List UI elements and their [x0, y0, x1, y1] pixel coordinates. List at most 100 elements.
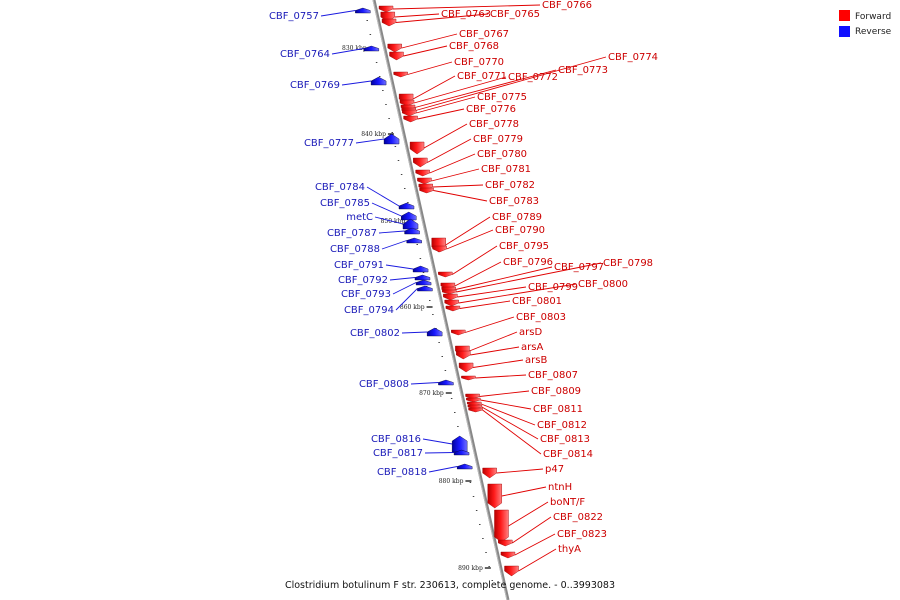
reverse-gene-feature[interactable] [383, 133, 400, 145]
reverse-gene-feature[interactable] [398, 202, 415, 210]
forward-gene-feature[interactable] [393, 71, 408, 78]
forward-gene-label[interactable]: CBF_0789 [492, 212, 542, 223]
reverse-gene-feature[interactable] [401, 211, 417, 221]
forward-gene-label[interactable]: CBF_0775 [477, 92, 527, 103]
reverse-gene-feature[interactable] [451, 435, 468, 453]
forward-gene-feature[interactable] [482, 467, 497, 479]
reverse-gene-feature[interactable] [404, 227, 420, 235]
forward-gene-label[interactable]: CBF_0797 [554, 262, 604, 273]
reverse-gene-label[interactable]: CBF_0787 [327, 228, 377, 239]
reverse-gene-label[interactable]: CBF_0816 [371, 434, 421, 445]
forward-gene-label[interactable]: CBF_0822 [553, 512, 603, 523]
forward-gene-label[interactable]: p47 [545, 464, 564, 475]
reverse-gene-label[interactable]: CBF_0791 [334, 260, 384, 271]
forward-gene-label[interactable]: CBF_0773 [558, 65, 608, 76]
forward-gene-feature[interactable] [403, 115, 418, 123]
forward-gene-feature[interactable] [451, 329, 466, 336]
forward-gene-feature[interactable] [468, 407, 483, 413]
reverse-gene-label[interactable]: CBF_0802 [350, 328, 400, 339]
forward-gene-label[interactable]: CBF_0798 [603, 258, 653, 269]
reverse-gene-label[interactable]: CBF_0794 [344, 305, 394, 316]
forward-gene-label[interactable]: CBF_0782 [485, 180, 535, 191]
forward-gene-feature[interactable] [487, 483, 502, 509]
reverse-gene-label[interactable]: CBF_0769 [290, 80, 340, 91]
forward-gene-feature[interactable] [389, 51, 404, 61]
reverse-gene-feature[interactable] [453, 449, 470, 456]
forward-gene-label[interactable]: CBF_0768 [449, 41, 499, 52]
reverse-gene-feature[interactable] [406, 237, 422, 244]
reverse-gene-feature[interactable] [415, 279, 432, 286]
reverse-gene-label[interactable]: CBF_0793 [341, 289, 391, 300]
forward-gene-label[interactable]: arsA [521, 342, 543, 353]
forward-gene-feature[interactable] [413, 157, 428, 168]
forward-gene-label[interactable]: CBF_0807 [528, 370, 578, 381]
forward-gene-label[interactable]: thyA [558, 544, 581, 555]
forward-gene-feature[interactable] [443, 293, 458, 301]
forward-gene-label[interactable]: CBF_0779 [473, 134, 523, 145]
forward-gene-feature[interactable] [500, 551, 516, 559]
reverse-gene-feature[interactable] [363, 45, 380, 52]
forward-gene-feature[interactable] [432, 245, 447, 253]
forward-gene-label[interactable]: CBF_0811 [533, 404, 583, 415]
forward-gene-feature[interactable] [461, 375, 476, 381]
reverse-gene-label[interactable]: CBF_0808 [359, 379, 409, 390]
forward-gene-feature[interactable] [381, 18, 397, 27]
forward-gene-label[interactable]: CBF_0814 [543, 449, 593, 460]
forward-gene-label[interactable]: CBF_0823 [557, 529, 607, 540]
forward-gene-label[interactable]: CBF_0801 [512, 296, 562, 307]
forward-gene-feature[interactable] [402, 109, 417, 117]
reverse-gene-label[interactable]: metC [346, 212, 373, 223]
forward-gene-label[interactable]: CBF_0772 [508, 72, 558, 83]
forward-gene-feature[interactable] [417, 177, 432, 185]
forward-gene-feature[interactable] [458, 362, 474, 373]
forward-gene-label[interactable]: CBF_0778 [469, 119, 519, 130]
forward-gene-label[interactable]: CBF_0800 [578, 279, 628, 290]
reverse-gene-label[interactable]: CBF_0757 [269, 11, 319, 22]
forward-gene-feature[interactable] [504, 565, 519, 577]
forward-gene-label[interactable]: CBF_0809 [531, 386, 581, 397]
forward-gene-feature[interactable] [387, 43, 402, 53]
forward-gene-label[interactable]: CBF_0771 [457, 71, 507, 82]
reverse-gene-feature[interactable] [456, 463, 473, 470]
reverse-gene-feature[interactable] [414, 274, 431, 281]
reverse-gene-feature[interactable] [402, 218, 419, 230]
forward-gene-label[interactable]: CBF_0813 [540, 434, 590, 445]
forward-gene-label[interactable]: CBF_0783 [489, 196, 539, 207]
reverse-gene-feature[interactable] [355, 7, 371, 14]
reverse-gene-label[interactable]: CBF_0785 [320, 198, 370, 209]
forward-gene-label[interactable]: CBF_0781 [481, 164, 531, 175]
forward-gene-label[interactable]: ntnH [548, 482, 572, 493]
forward-gene-label[interactable]: CBF_0770 [454, 57, 504, 68]
forward-gene-label[interactable]: CBF_0774 [608, 52, 658, 63]
reverse-gene-label[interactable]: CBF_0817 [373, 448, 423, 459]
forward-gene-label[interactable]: CBF_0799 [528, 282, 578, 293]
reverse-gene-label[interactable]: CBF_0792 [338, 275, 388, 286]
forward-gene-feature[interactable] [465, 393, 480, 400]
forward-gene-feature[interactable] [415, 169, 430, 177]
forward-gene-label[interactable]: CBF_0765 [490, 9, 540, 20]
forward-gene-label[interactable]: CBF_0812 [537, 420, 587, 431]
reverse-gene-label[interactable]: CBF_0788 [330, 244, 380, 255]
reverse-gene-label[interactable]: CBF_0777 [304, 138, 354, 149]
forward-gene-feature[interactable] [442, 289, 457, 295]
forward-gene-label[interactable]: arsB [525, 355, 547, 366]
forward-gene-feature[interactable] [409, 141, 425, 155]
forward-gene-feature[interactable] [438, 271, 453, 278]
forward-gene-feature[interactable] [444, 299, 459, 307]
forward-gene-feature[interactable] [466, 397, 481, 403]
forward-gene-label[interactable]: CBF_0796 [503, 257, 553, 268]
forward-gene-feature[interactable] [494, 509, 509, 543]
reverse-gene-feature[interactable] [370, 76, 387, 86]
forward-gene-feature[interactable] [419, 187, 434, 194]
forward-gene-label[interactable]: CBF_0767 [459, 29, 509, 40]
forward-gene-label[interactable]: CBF_0795 [499, 241, 549, 252]
forward-gene-label[interactable]: CBF_0790 [495, 225, 545, 236]
forward-gene-label[interactable]: arsD [519, 327, 542, 338]
reverse-gene-feature[interactable] [412, 265, 429, 273]
forward-gene-label[interactable]: boNT/F [550, 497, 585, 508]
forward-gene-feature[interactable] [456, 350, 471, 360]
forward-gene-label[interactable]: CBF_0776 [466, 104, 516, 115]
reverse-gene-label[interactable]: CBF_0818 [377, 467, 427, 478]
reverse-gene-feature[interactable] [438, 379, 454, 386]
forward-gene-feature[interactable] [445, 305, 461, 312]
